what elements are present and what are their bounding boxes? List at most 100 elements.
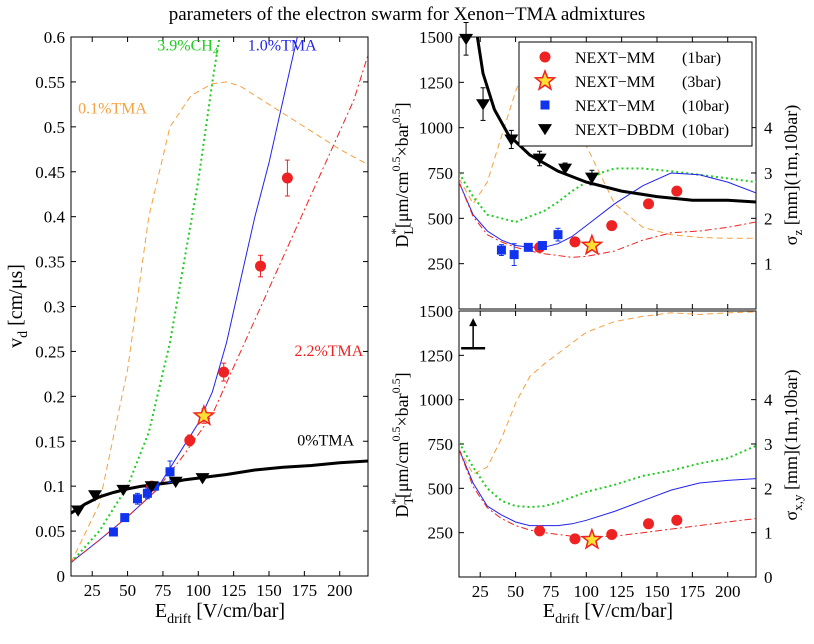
dt-ytick-right-label: 3 <box>764 435 773 454</box>
dl-points-group <box>459 21 683 266</box>
dl-point-mm-10bar <box>537 241 547 251</box>
dl-point-mm-3bar <box>580 233 604 256</box>
dt-point-mm-1bar <box>606 528 618 540</box>
vd-annotation-0: 3.9%CH4 <box>157 37 219 57</box>
upward-arrow-icon <box>461 318 486 350</box>
vd-ytick-label: 0.35 <box>35 253 65 272</box>
panel-drift-velocity: 25 50 75 100 125 150 175 200 0 0.05 0.1 0.15 0.2 0.25… <box>5 28 369 627</box>
vd-point-mm-1bar <box>281 172 293 184</box>
dt-series-1-0-tma <box>459 449 756 527</box>
dl-ytick-label: 250 <box>428 255 454 274</box>
legend-pressure-3: (10bar) <box>682 98 729 115</box>
dl-point-dbdm-10bar <box>558 163 573 175</box>
vd-series-2-2-tma <box>71 54 368 563</box>
vd-point-mm-1bar <box>184 434 196 446</box>
dt-ytick-label: 1250 <box>419 346 453 365</box>
dt-xtick-label: 25 <box>472 582 489 601</box>
vd-xtick-label: 175 <box>292 581 318 600</box>
legend-pressure-1: (1bar) <box>682 50 721 67</box>
dt-xtick-label: 150 <box>644 582 670 601</box>
dt-series-3-9-ch4 <box>459 441 756 509</box>
vd-ytick-label: 0.2 <box>44 387 65 406</box>
dl-axis-ticks: 250 500 750 1000 1250 1500 1 2 3 4 <box>419 28 773 309</box>
dt-series-group <box>459 311 756 538</box>
legend-marker-mm-10bar <box>540 100 550 110</box>
dt-ytick-label: 250 <box>428 524 454 543</box>
panel-longitudinal-diffusion: 250 500 750 1000 1250 1500 1 2 3 4 DL*[μm/cm0.5×b… <box>388 21 805 310</box>
vd-xtick-label: 200 <box>327 581 353 600</box>
vd-y-axis-label: vd [cm/μs] <box>5 264 31 348</box>
dt-xtick-label: 50 <box>507 582 524 601</box>
dt-point-mm-1bar <box>534 525 546 537</box>
dl-point-dbdm-10bar <box>459 33 474 46</box>
vd-point-dbdm-10bar <box>71 505 86 517</box>
vd-ytick-label: 0.6 <box>44 28 65 47</box>
dt-xtick-label: 100 <box>574 582 600 601</box>
vd-ytick-label: 0.1 <box>44 477 65 496</box>
vd-xtick-label: 50 <box>119 581 136 600</box>
dt-xtick-label: 200 <box>715 582 741 601</box>
dl-y-axis-label: DL*[μm/cm0.5×bar0.5] <box>388 102 416 247</box>
vd-axis-ticks: 25 50 75 100 125 150 175 200 0 0.05 0.1 0.15 0.2 0.25… <box>35 28 368 600</box>
vd-series-3-9-ch4 <box>71 37 221 564</box>
vd-annotation-2: 0.1%TMA <box>78 100 147 117</box>
dl-ytick-label: 750 <box>428 164 454 183</box>
vd-point-mm-10bar <box>108 527 118 537</box>
figure-title: parameters of the electron swarm for Xen… <box>169 4 646 25</box>
dl-ytick-label: 1000 <box>419 119 453 138</box>
vd-xtick-label: 75 <box>154 581 171 600</box>
dl-point-dbdm-10bar <box>532 153 547 165</box>
dl-point-mm-10bar <box>523 242 533 252</box>
dt-ytick-right-label: 4 <box>764 391 773 410</box>
dt-ytick-label: 1000 <box>419 391 453 410</box>
dl-point-mm-1bar <box>606 220 618 232</box>
dt-axis-ticks: 25 50 75 100 125 150 175 200 250 500 750 1000 1250 15… <box>419 302 773 601</box>
legend-pressure-2: (3bar) <box>682 74 721 91</box>
legend-marker-dbdm-10bar <box>538 124 552 136</box>
dt-y-axis-label: DT*[μm/cm0.5×bar0.5] <box>388 372 416 517</box>
legend: NEXT−MM (1bar) NEXT−MM (3bar) NEXT−MM (1… <box>518 41 753 147</box>
legend-label-3: NEXT−MM <box>575 98 655 115</box>
dt-ytick-label: 750 <box>428 435 454 454</box>
dl-point-dbdm-10bar <box>504 134 519 146</box>
dl-ytick-right-label: 2 <box>764 209 773 228</box>
dl-right-axis-label: σz [mm](1m,10bar) <box>781 105 805 245</box>
vd-point-dbdm-10bar <box>144 481 159 493</box>
dl-ytick-label: 1500 <box>419 28 453 47</box>
dt-point-mm-1bar <box>671 514 683 526</box>
dl-ytick-right-label: 4 <box>764 119 773 138</box>
dt-xtick-label: 175 <box>680 582 706 601</box>
dl-ytick-label: 500 <box>428 209 454 228</box>
dl-point-mm-10bar <box>509 250 519 260</box>
legend-box <box>518 41 753 147</box>
legend-label-4: NEXT−DBDM <box>575 122 675 139</box>
dt-right-axis-label: σx,y [mm](1m,10bar) <box>781 370 805 521</box>
legend-marker-mm-1bar <box>539 51 551 63</box>
dt-x-axis-label: Edrift [V/cm/bar] <box>543 600 673 627</box>
dl-point-dbdm-10bar <box>476 99 491 111</box>
dl-ytick-right-label: 3 <box>764 164 773 183</box>
dl-series-1-0-tma <box>459 172 756 248</box>
dt-ytick-right-label: 0 <box>764 568 773 587</box>
vd-series-0-1-tma <box>71 81 368 563</box>
dt-point-mm-1bar <box>643 518 655 530</box>
vd-ytick-label: 0.5 <box>44 118 65 137</box>
vd-point-mm-10bar <box>165 467 175 477</box>
dl-series-2-2-tma <box>459 181 756 258</box>
vd-point-mm-10bar <box>132 494 142 504</box>
dt-ytick-right-label: 1 <box>764 524 773 543</box>
dl-series-0-tma <box>475 37 756 204</box>
legend-marker-mm-3bar <box>533 68 557 91</box>
dl-point-dbdm-10bar <box>584 172 599 184</box>
vd-ytick-label: 0.05 <box>35 522 65 541</box>
dt-point-mm-1bar <box>569 533 581 545</box>
dt-xtick-label: 75 <box>542 582 559 601</box>
dt-ytick-label: 1500 <box>419 302 453 321</box>
vd-annotations: 3.9%CH4 1.0%TMA 0.1%TMA 2.2%TMA 0%TMA <box>78 37 364 449</box>
vd-series-0-tma <box>71 459 368 515</box>
vd-ytick-label: 0.15 <box>35 432 65 451</box>
vd-point-mm-10bar <box>120 513 130 523</box>
dl-point-mm-1bar <box>643 198 655 210</box>
legend-pressure-4: (10bar) <box>682 122 729 139</box>
